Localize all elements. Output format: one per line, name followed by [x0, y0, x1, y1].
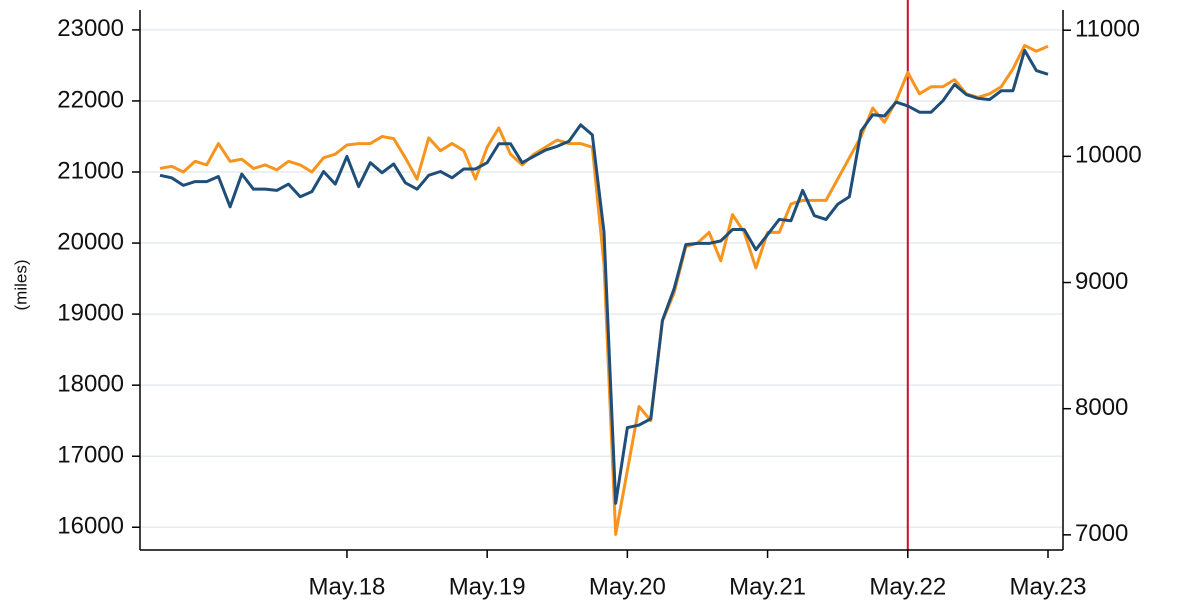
x-tick-label: May.18	[308, 573, 385, 600]
x-tick-label: May.20	[589, 573, 666, 600]
y-tick-label: 21000	[57, 157, 124, 184]
y-axis-label: (miles)	[11, 260, 30, 311]
y-tick-label: 17000	[57, 442, 124, 469]
x-tick-label: May.19	[449, 573, 526, 600]
y2-tick-label: 7000	[1075, 520, 1128, 547]
y2-tick-label: 8000	[1075, 394, 1128, 421]
x-tick-label: May.22	[869, 573, 946, 600]
line-series	[159, 44, 1049, 536]
y2-tick-label: 10000	[1075, 142, 1142, 169]
y-tick-label: 22000	[57, 86, 124, 113]
x-tick-label: May.23	[1010, 573, 1087, 600]
y2-tick-label: 9000	[1075, 268, 1128, 295]
x-tick-label: May.21	[729, 573, 806, 600]
y-tick-label: 20000	[57, 228, 124, 255]
y2-tick-label: 11000	[1075, 16, 1140, 43]
line-series	[159, 48, 1049, 505]
y-tick-label: 19000	[57, 299, 124, 326]
y-tick-label: 23000	[57, 15, 124, 42]
y-tick-label: 18000	[57, 371, 124, 398]
y-tick-label: 16000	[57, 513, 124, 540]
